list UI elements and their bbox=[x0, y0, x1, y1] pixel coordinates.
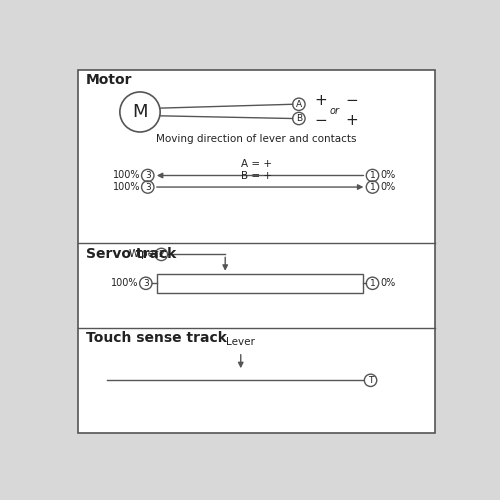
FancyBboxPatch shape bbox=[78, 70, 434, 434]
Text: +: + bbox=[314, 93, 327, 108]
Text: Servo track: Servo track bbox=[86, 246, 176, 260]
Text: 0%: 0% bbox=[380, 278, 396, 288]
Text: 3: 3 bbox=[145, 182, 150, 192]
Text: Touch sense track: Touch sense track bbox=[86, 332, 226, 345]
Text: 2: 2 bbox=[158, 250, 164, 259]
Text: T: T bbox=[368, 376, 373, 385]
Bar bbox=[158, 274, 363, 293]
Text: −: − bbox=[314, 113, 327, 128]
Text: or: or bbox=[329, 106, 339, 117]
Text: A = +: A = + bbox=[241, 160, 272, 170]
Text: Lever: Lever bbox=[226, 337, 255, 347]
Text: Moving direction of lever and contacts: Moving direction of lever and contacts bbox=[156, 134, 356, 144]
Text: B: B bbox=[296, 114, 302, 123]
Text: M: M bbox=[132, 103, 148, 121]
Text: 3: 3 bbox=[143, 279, 148, 288]
Text: Motor: Motor bbox=[86, 74, 132, 88]
Text: 0%: 0% bbox=[380, 182, 396, 192]
Text: 3: 3 bbox=[145, 171, 150, 180]
Text: 1: 1 bbox=[370, 171, 376, 180]
Text: 100%: 100% bbox=[110, 278, 138, 288]
Text: Wiper: Wiper bbox=[129, 250, 160, 260]
Text: 100%: 100% bbox=[112, 170, 140, 180]
Text: A: A bbox=[296, 100, 302, 109]
Text: B = +: B = + bbox=[241, 171, 272, 181]
Text: +: + bbox=[345, 113, 358, 128]
Text: 1: 1 bbox=[370, 182, 376, 192]
Text: 0%: 0% bbox=[380, 170, 396, 180]
Text: 1: 1 bbox=[370, 279, 376, 288]
Text: −: − bbox=[345, 93, 358, 108]
Text: 100%: 100% bbox=[112, 182, 140, 192]
